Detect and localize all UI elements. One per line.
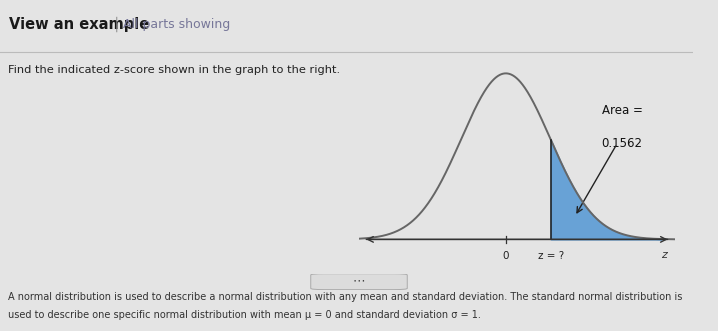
Text: z: z	[661, 250, 667, 260]
FancyBboxPatch shape	[311, 274, 407, 290]
Text: used to describe one specific normal distribution with mean μ = 0 and standard d: used to describe one specific normal dis…	[9, 310, 481, 320]
Text: A normal distribution is used to describe a normal distribution with any mean an: A normal distribution is used to describ…	[9, 292, 683, 302]
Text: ⋯: ⋯	[353, 275, 365, 288]
Text: Find the indicated z-score shown in the graph to the right.: Find the indicated z-score shown in the …	[9, 66, 340, 75]
Text: 0.1562: 0.1562	[602, 137, 643, 150]
Text: 0: 0	[503, 251, 509, 261]
Text: │: │	[109, 17, 125, 32]
Text: Area =: Area =	[602, 104, 643, 117]
Text: View an example: View an example	[9, 17, 149, 32]
Text: z = ?: z = ?	[538, 251, 564, 261]
Text: All parts showing: All parts showing	[123, 18, 230, 31]
